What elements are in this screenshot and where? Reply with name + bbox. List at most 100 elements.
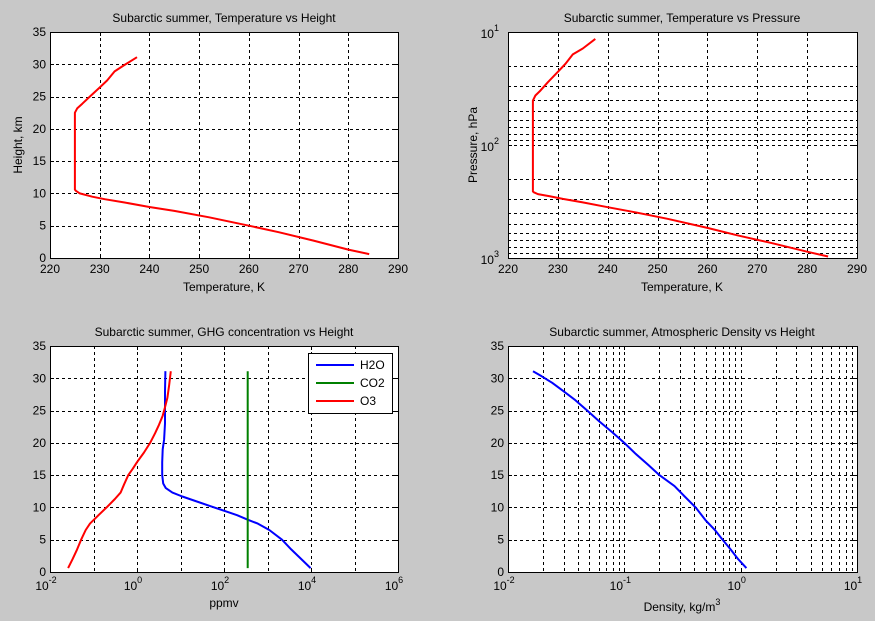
grid (508, 32, 857, 258)
x-tick-label: 260 (239, 262, 259, 276)
y-tick-label: 5 (497, 533, 504, 547)
x-axis-label-superscript: 3 (715, 597, 720, 607)
x-tick-label: 270 (747, 262, 767, 276)
axes-temperature-vs-pressure: Subarctic summer, Temperature vs Pressur… (466, 11, 867, 294)
series-line-h2o (161, 371, 312, 569)
legend: H2O CO2 O3 (308, 353, 393, 414)
series-line-temperature (73, 56, 370, 256)
y-tick-label: 0 (39, 565, 46, 579)
y-tick-label: 30 (33, 57, 47, 71)
y-tick-label: 20 (33, 122, 47, 136)
y-tick-label: 20 (491, 436, 505, 450)
y-tick-label-exponent: 2 (494, 136, 499, 146)
x-tick-label: 101 (844, 575, 862, 593)
y-tick-label: 35 (33, 25, 47, 39)
x-tick-label: 240 (139, 262, 159, 276)
x-tick-label: 220 (498, 262, 518, 276)
y-tick-label-base: 10 (481, 27, 495, 41)
y-tick-label: 15 (491, 468, 505, 482)
x-tick-label: 290 (388, 262, 408, 276)
x-tick-label-exponent: -2 (49, 575, 57, 585)
x-tick-label: 104 (298, 575, 316, 593)
x-tick-label: 260 (697, 262, 717, 276)
x-axis-label: Temperature, K (183, 280, 265, 294)
ticks (50, 32, 399, 259)
y-tick-label: 102 (481, 136, 499, 154)
series-line-o3 (67, 371, 172, 569)
x-tick-label-base: 10 (493, 579, 507, 593)
x-tick-label: 290 (847, 262, 867, 276)
y-tick-label: 30 (491, 371, 505, 385)
x-tick-label-base: 10 (35, 579, 49, 593)
x-tick-label: 100 (727, 575, 745, 593)
x-tick-label: 100 (124, 575, 142, 593)
y-tick-label: 10 (491, 500, 505, 514)
legend-label-h2o: H2O (360, 358, 385, 372)
y-tick-label: 101 (481, 23, 499, 41)
y-axis-label: Height, km (11, 116, 25, 173)
y-tick-label-base: 10 (481, 253, 495, 267)
x-tick-label: 220 (40, 262, 60, 276)
y-tick-label: 10 (33, 186, 47, 200)
y-tick-label: 25 (33, 90, 47, 104)
x-tick-label: 230 (90, 262, 110, 276)
ticks (508, 346, 858, 573)
x-axis-label: Density, kg/m3 (644, 597, 721, 614)
y-tick-label: 0 (497, 565, 504, 579)
x-tick-label-base: 10 (727, 579, 741, 593)
x-axis-label: ppmv (209, 596, 238, 610)
y-tick-label: 35 (33, 339, 47, 353)
x-tick-label-exponent: 0 (741, 575, 746, 585)
x-axis-label: Temperature, K (641, 280, 723, 294)
grid (50, 32, 398, 258)
x-tick-label: 10-2 (35, 575, 56, 593)
y-tick-label: 15 (33, 154, 47, 168)
y-tick-label: 5 (39, 533, 46, 547)
x-tick-label-base: 10 (610, 579, 624, 593)
x-tick-label: 230 (548, 262, 568, 276)
x-tick-label-base: 10 (298, 579, 312, 593)
x-tick-label: 102 (211, 575, 229, 593)
y-tick-label-base: 10 (481, 140, 495, 154)
y-tick-label: 30 (33, 371, 47, 385)
x-tick-label: 240 (598, 262, 618, 276)
legend-label-o3: O3 (360, 394, 376, 408)
y-tick-label: 25 (491, 404, 505, 418)
y-tick-label: 25 (33, 404, 47, 418)
x-tick-label: 106 (385, 575, 403, 593)
x-tick-label-base: 10 (385, 579, 399, 593)
x-tick-label-exponent: 6 (398, 575, 403, 585)
x-tick-label-exponent: -2 (507, 575, 515, 585)
x-tick-label: 250 (189, 262, 209, 276)
x-tick-label: 10-1 (610, 575, 631, 593)
axes-ghg-concentration-vs-height: Subarctic summer, GHG concentration vs H… (33, 325, 404, 610)
x-tick-label: 250 (648, 262, 668, 276)
x-tick-label: 270 (289, 262, 309, 276)
x-tick-label-base: 10 (844, 579, 858, 593)
x-tick-label: 280 (797, 262, 817, 276)
y-tick-label: 0 (39, 251, 46, 265)
legend-label-co2: CO2 (360, 376, 385, 390)
plot-area (50, 32, 398, 258)
chart-title: Subarctic summer, Temperature vs Pressur… (564, 11, 801, 25)
y-tick-label: 5 (39, 219, 46, 233)
y-tick-label: 35 (491, 339, 505, 353)
x-tick-label: 10-2 (493, 575, 514, 593)
chart-title: Subarctic summer, Atmospheric Density vs… (549, 325, 815, 339)
ticks (50, 346, 399, 573)
chart-title: Subarctic summer, Temperature vs Height (112, 11, 336, 25)
ticks (508, 32, 858, 259)
y-tick-label: 103 (481, 249, 499, 267)
x-axis-label-text: Density, kg/m (644, 600, 716, 614)
axes-frame (50, 32, 399, 259)
x-tick-label-base: 10 (211, 579, 225, 593)
y-axis-label: Pressure, hPa (466, 107, 480, 183)
series-line-temperature (531, 38, 829, 258)
x-tick-label: 280 (338, 262, 358, 276)
y-tick-label: 20 (33, 436, 47, 450)
axes-density-vs-height: Subarctic summer, Atmospheric Density vs… (491, 325, 863, 614)
x-tick-label-exponent: 1 (857, 575, 862, 585)
y-tick-label: 15 (33, 468, 47, 482)
axes-temperature-vs-height: Subarctic summer, Temperature vs Height … (11, 11, 408, 294)
